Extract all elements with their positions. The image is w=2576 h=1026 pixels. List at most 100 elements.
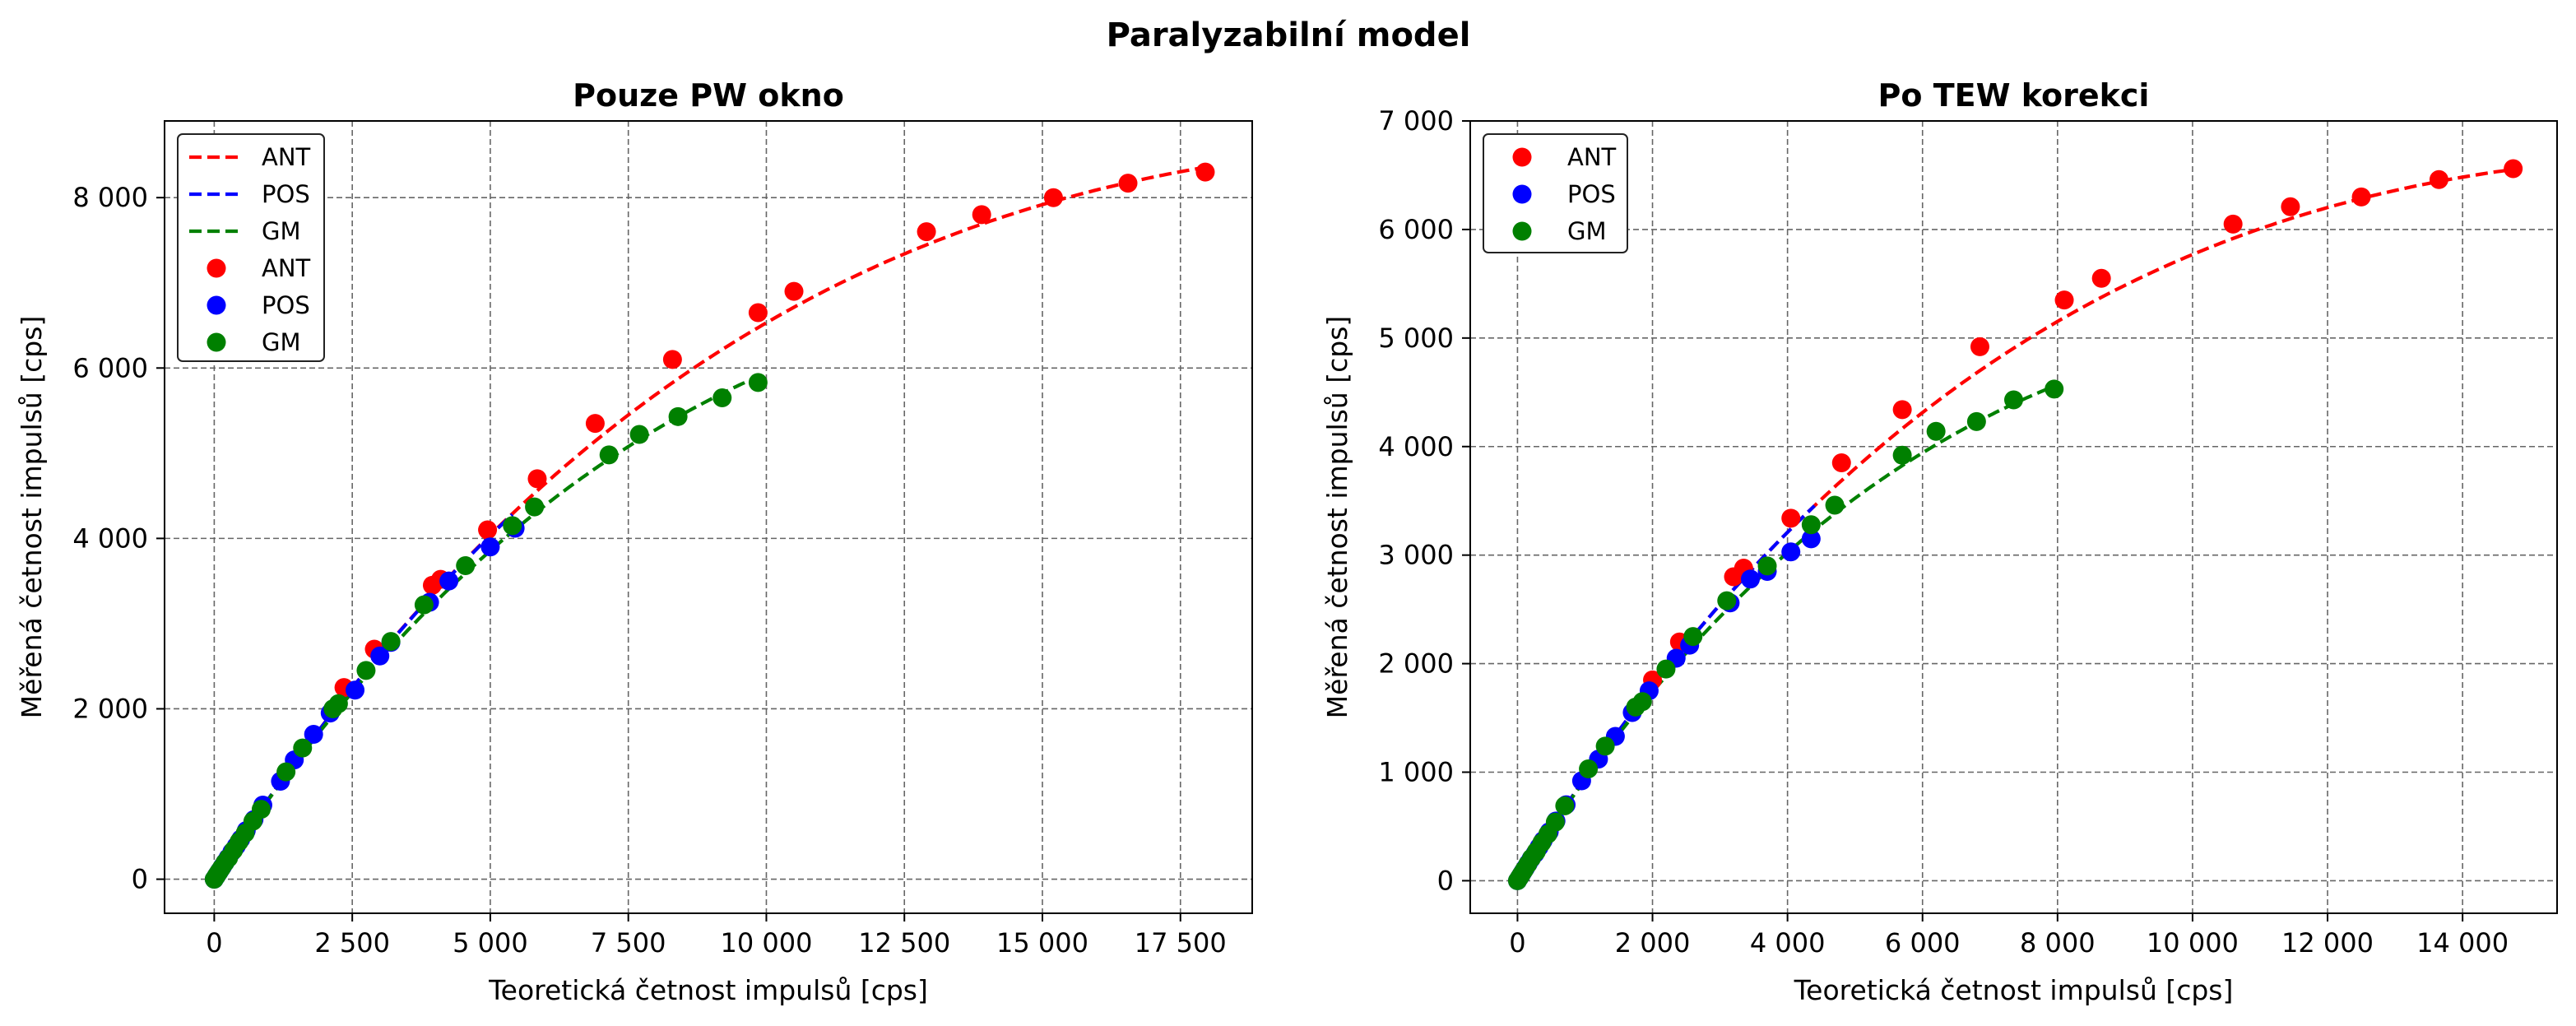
legend-entry: POS	[1512, 180, 1616, 208]
panel-pw-window: Pouze PW okno Teoretická četnost impulsů…	[16, 77, 1253, 1006]
x-tick-label: 7 500	[591, 927, 666, 959]
y-axis: 0 1 000 2 000 3 000 4 000 5 000 6 000 7 000	[1378, 105, 1470, 896]
y-tick-label: 2 000	[72, 693, 148, 724]
data-point	[629, 425, 649, 444]
y-axis-label: Měřená četnost impulsů [cps]	[16, 316, 48, 719]
data-point	[328, 694, 348, 713]
legend-entry: POS	[207, 291, 310, 319]
data-point	[1043, 188, 1063, 207]
data-point	[1801, 529, 1821, 549]
legend-label: POS	[1567, 180, 1616, 208]
x-tick-label: 15 000	[996, 927, 1088, 959]
data-point	[276, 762, 296, 782]
data-point	[1683, 627, 1703, 647]
data-point	[2429, 169, 2448, 189]
y-tick-label: 0	[1437, 865, 1454, 896]
legend-label: GM	[262, 328, 301, 356]
y-tick-label: 4 000	[72, 522, 148, 554]
x-tick-label: 12 000	[2281, 927, 2374, 959]
data-point	[599, 445, 619, 465]
data-point	[1118, 174, 1138, 193]
x-tick-label: 2 500	[314, 927, 390, 959]
legend-marker-swatch	[207, 295, 226, 315]
data-point	[1656, 659, 1676, 679]
panel-title: Pouze PW okno	[573, 77, 844, 114]
data-point	[456, 556, 476, 576]
legend: ANT POS GM ANT POS GM	[177, 133, 325, 362]
x-tick-label: 17 500	[1135, 927, 1227, 959]
legend-entry: ANT	[189, 143, 311, 171]
data-point	[293, 738, 313, 758]
legend-label: POS	[262, 180, 310, 208]
data-point	[304, 725, 323, 745]
x-tick-label: 10 000	[720, 927, 812, 959]
x-tick-label: 0	[1509, 927, 1525, 959]
data-point	[1632, 692, 1652, 712]
data-point	[1892, 400, 1912, 420]
data-point	[1717, 591, 1737, 610]
data-point	[381, 632, 401, 652]
data-point	[370, 646, 390, 666]
x-tick-label: 12 500	[858, 927, 950, 959]
data-point	[2223, 214, 2243, 234]
plot-area	[204, 162, 1215, 889]
data-point	[2351, 187, 2371, 207]
legend-marker-swatch	[1512, 147, 1532, 167]
data-point	[527, 469, 547, 489]
data-point	[668, 406, 688, 426]
legend-label: ANT	[262, 254, 311, 282]
y-tick-label: 6 000	[1378, 214, 1454, 245]
y-tick-label: 5 000	[1378, 323, 1454, 354]
data-point	[1741, 569, 1761, 589]
legend-entry: GM	[1512, 217, 1607, 245]
data-point	[525, 497, 545, 517]
x-tick-label: 2 000	[1615, 927, 1691, 959]
x-tick-label: 8 000	[2020, 927, 2096, 959]
data-point	[1545, 812, 1565, 832]
x-tick-label: 14 000	[2416, 927, 2509, 959]
axes-frame	[1469, 120, 2558, 914]
data-point	[1966, 411, 1986, 431]
legend-entry: GM	[189, 217, 301, 245]
data-point	[972, 205, 991, 225]
legend-marker-swatch	[1512, 221, 1532, 241]
legend-label: ANT	[262, 143, 311, 171]
data-point	[1555, 796, 1575, 815]
data-point	[2281, 197, 2300, 216]
data-point	[2091, 268, 2111, 288]
x-axis-label: Teoretická četnost impulsů [cps]	[488, 974, 928, 1006]
data-point	[1579, 759, 1599, 779]
x-axis: 0 2 500 5 000 7 500 10 000 12 500 15 000 17 500	[206, 913, 1227, 959]
data-point	[251, 800, 271, 819]
legend-label: POS	[262, 291, 310, 319]
x-tick-label: 4 000	[1750, 927, 1826, 959]
data-point	[1892, 445, 1912, 465]
data-point	[1831, 453, 1851, 473]
y-tick-label: 1 000	[1378, 757, 1454, 788]
data-point	[1825, 495, 1845, 515]
y-tick-label: 4 000	[1378, 431, 1454, 462]
data-point	[2004, 390, 2023, 410]
data-point	[478, 520, 498, 540]
data-point	[1781, 508, 1801, 528]
legend-marker-swatch	[1512, 184, 1532, 204]
legend-label: GM	[262, 217, 301, 245]
data-point	[1781, 542, 1801, 562]
data-point	[480, 537, 500, 557]
data-point	[1926, 421, 1946, 441]
legend-label: ANT	[1567, 143, 1617, 171]
data-point	[1195, 162, 1215, 182]
data-point	[1757, 556, 1777, 576]
data-point	[2504, 159, 2523, 179]
x-tick-label: 0	[206, 927, 222, 959]
y-axis-label: Měřená četnost impulsů [cps]	[1321, 316, 1353, 719]
series-points-gm	[1507, 379, 2064, 890]
data-point	[784, 281, 804, 301]
series-points-gm	[204, 373, 768, 889]
data-point	[2045, 379, 2064, 399]
data-point	[662, 350, 682, 369]
panel-title: Po TEW korekci	[1878, 77, 2150, 114]
data-point	[585, 414, 605, 434]
